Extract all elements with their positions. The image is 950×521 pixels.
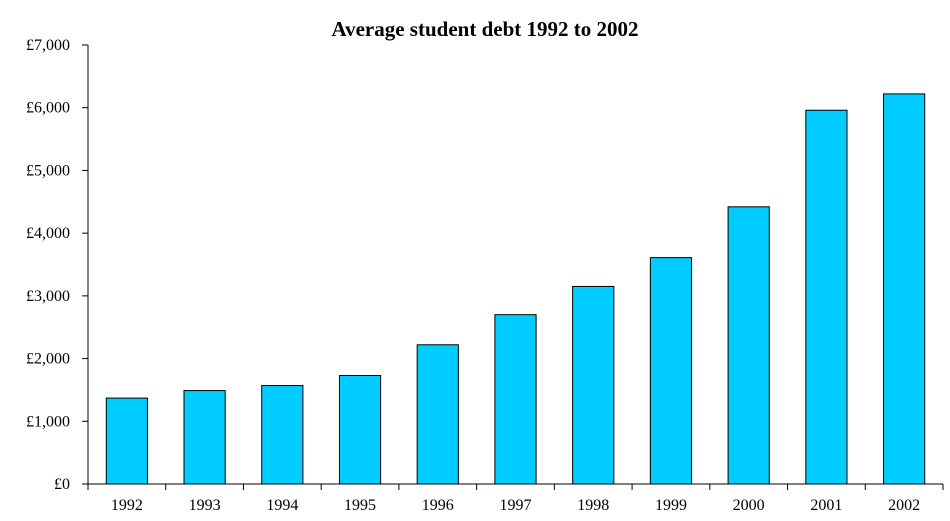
x-tick-label: 1996 — [422, 497, 454, 514]
bar-1998 — [572, 285, 615, 485]
bar-1995 — [338, 375, 382, 485]
y-tick-label: £6,000 — [26, 100, 70, 117]
x-tick-label: 1995 — [344, 497, 376, 514]
y-tick-label: £0 — [54, 476, 70, 493]
bar-1996 — [416, 344, 459, 485]
bar-2002 — [883, 93, 926, 485]
y-tick-label: £2,000 — [26, 351, 70, 368]
bar-1992 — [105, 397, 148, 485]
bar-2001 — [805, 109, 848, 485]
bar-1993 — [183, 390, 226, 485]
x-tick-label: 2001 — [810, 497, 842, 514]
y-tick-label: £7,000 — [26, 37, 70, 54]
bar-1997 — [494, 314, 537, 485]
bar-2000 — [727, 206, 770, 485]
x-tick-label: 1997 — [500, 497, 532, 514]
y-tick-labels: £0 £1,000 £2,000 £3,000 £4,000 £5,000 £6,000 £7… — [26, 37, 70, 493]
y-tick-label: £1,000 — [26, 413, 70, 430]
x-tick-label: 1992 — [111, 497, 143, 514]
axis-ticks — [82, 44, 944, 490]
bars — [105, 93, 926, 485]
x-tick-labels: 1992 1993 1994 1995 1996 1997 1998 1999 2000 2001… — [111, 497, 920, 514]
y-tick-label: £5,000 — [26, 162, 70, 179]
bar-1994 — [261, 385, 304, 485]
x-tick-label: 1994 — [266, 497, 298, 514]
x-tick-label: 2000 — [733, 497, 765, 514]
chart-title: Average student debt 1992 to 2002 — [331, 17, 638, 41]
bar-1999 — [649, 257, 693, 485]
x-tick-label: 1993 — [189, 497, 221, 514]
x-tick-label: 1999 — [655, 497, 687, 514]
x-tick-label: 1998 — [577, 497, 609, 514]
y-tick-label: £3,000 — [26, 288, 70, 305]
x-tick-label: 2002 — [888, 497, 920, 514]
y-tick-label: £4,000 — [26, 225, 70, 242]
